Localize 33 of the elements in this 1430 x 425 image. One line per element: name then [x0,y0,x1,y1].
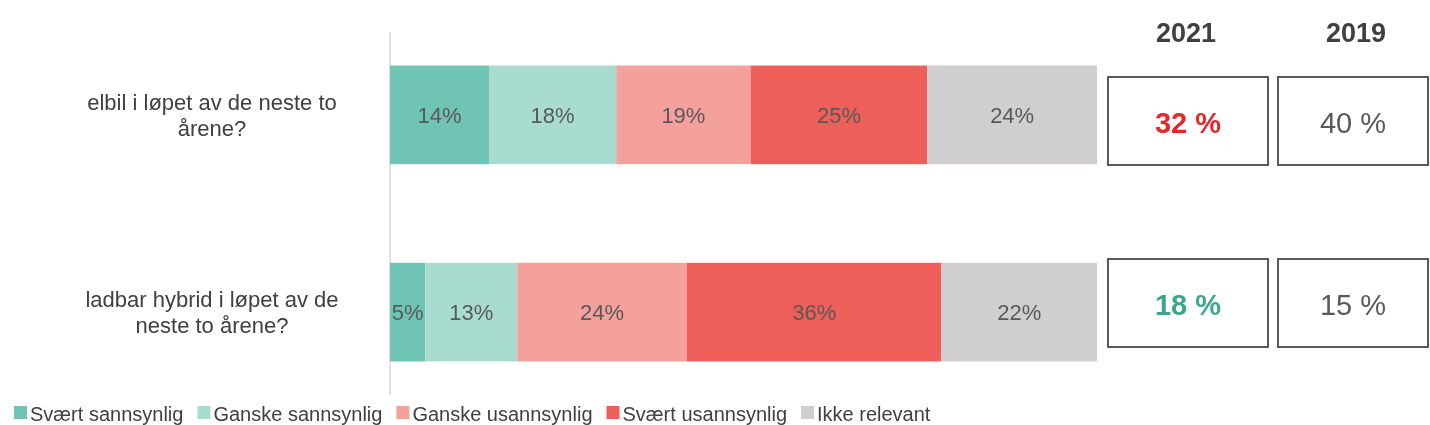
legend-label: Ganske sannsynlig [213,403,383,425]
category-label: 2021 [1155,18,1217,48]
data-label: 36% [792,300,837,326]
y-tick-label: elbil i løpet av de neste to årene? [87,89,337,141]
data-label: 14% [417,102,462,128]
bar [425,262,518,362]
bar [941,262,1097,362]
data-label: 24% [580,300,625,326]
bar [390,262,426,362]
data-label: 22% [997,300,1042,326]
bar [616,65,751,165]
bar [517,262,687,362]
data-label: 15 % [1319,289,1387,321]
bar [750,65,928,165]
data-label: 5% [391,300,424,326]
legend-label: Svært usannsynlig [622,403,788,425]
data-label: 24% [990,102,1035,128]
bar [686,262,942,362]
category-label: 2019 [1325,18,1387,48]
bar [927,65,1097,165]
data-label: 18 % [1154,289,1222,321]
data-label: 19% [661,102,706,128]
data-label: 40 % [1319,107,1387,139]
data-label: 18% [530,102,575,128]
y-tick-label: ladbar hybrid i løpet av de neste to årene? [85,287,339,339]
legend-label: Ganske usannsynlig [412,403,593,425]
bar [488,65,617,165]
legend-label: Svært sannsynlig [30,403,184,425]
data-label: 13% [449,300,494,326]
data-label: 32 % [1154,107,1222,139]
bar [390,65,489,165]
legend-label: Ikke relevant [817,403,931,425]
data-label: 25% [816,102,861,128]
